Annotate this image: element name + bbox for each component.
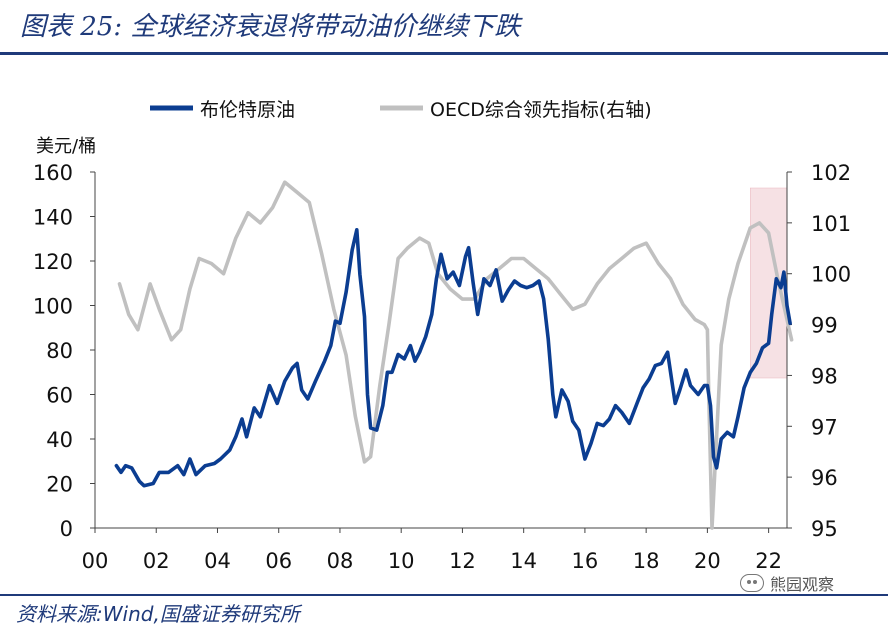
x-tick-label: 18 (633, 549, 660, 573)
y-right-tick-label: 97 (811, 415, 838, 439)
y-left-label: 美元/桶 (36, 136, 96, 157)
oil-price-chart: 0204060801001201401609596979899100101102… (33, 99, 851, 573)
y-left-tick-label: 160 (33, 161, 73, 185)
y-right-tick-label: 100 (811, 263, 851, 287)
legend-label-brent: 布伦特原油 (200, 99, 295, 121)
y-left-tick-label: 140 (33, 206, 73, 230)
series-line-oecd (117, 180, 794, 530)
x-tick-label: 14 (510, 549, 537, 573)
x-tick-label: 04 (204, 549, 231, 573)
x-tick-label: 22 (755, 549, 782, 573)
x-tick-label: 06 (265, 549, 292, 573)
x-tick-label: 12 (449, 549, 476, 573)
y-right-tick-label: 101 (811, 212, 851, 236)
y-left-tick-label: 120 (33, 250, 73, 274)
source-note: 资料来源:Wind,国盛证券研究所 (16, 602, 300, 626)
y-right-tick-label: 95 (811, 517, 838, 541)
y-left-tick-label: 100 (33, 295, 73, 319)
x-tick-label: 00 (82, 549, 109, 573)
figure-title: 图表 25: 全球经济衰退将带动油价继续下跌 (20, 12, 521, 42)
y-right-tick-label: 96 (811, 466, 838, 490)
y-left-tick-label: 40 (46, 428, 73, 452)
y-left-tick-label: 20 (46, 473, 73, 497)
y-left-tick-label: 60 (46, 384, 73, 408)
y-left-tick-label: 0 (60, 517, 73, 541)
legend: 布伦特原油 OECD综合领先指标(右轴) (150, 99, 652, 121)
x-tick-label: 02 (143, 549, 170, 573)
x-tick-label: 20 (694, 549, 721, 573)
y-right-tick-label: 102 (811, 161, 851, 185)
watermark: 熊园观察 (740, 571, 834, 595)
x-tick-label: 16 (572, 549, 599, 573)
wechat-icon (740, 574, 764, 592)
x-tick-label: 08 (327, 549, 354, 573)
source-rule (0, 594, 888, 596)
legend-label-oecd: OECD综合领先指标(右轴) (430, 99, 652, 121)
y-right-tick-label: 99 (811, 314, 838, 338)
x-tick-label: 10 (388, 549, 415, 573)
title-rule (0, 52, 888, 55)
y-left-tick-label: 80 (46, 339, 73, 363)
series-line-brent (114, 228, 792, 488)
y-right-tick-label: 98 (811, 364, 838, 388)
watermark-label: 熊园观察 (770, 575, 835, 594)
